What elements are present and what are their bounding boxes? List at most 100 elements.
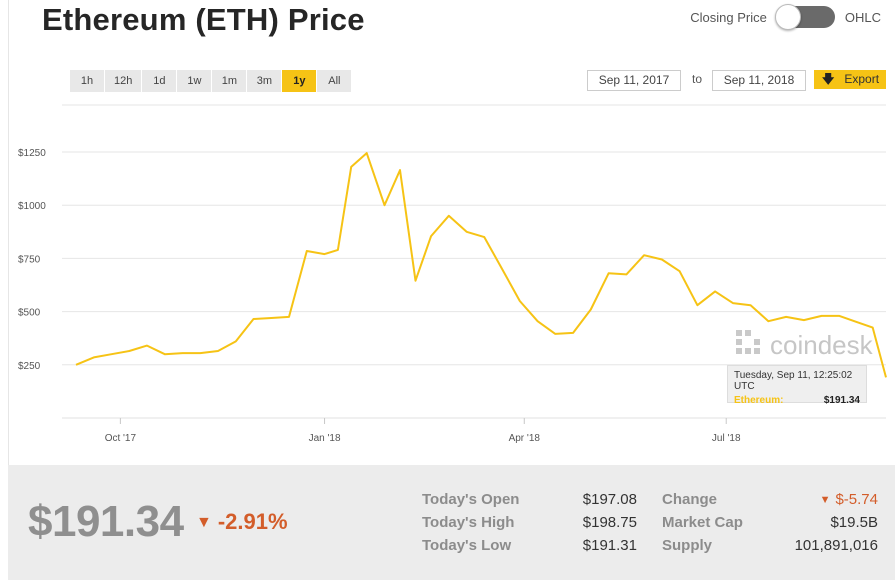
range-button-12h[interactable]: 12h bbox=[105, 70, 142, 92]
data-point bbox=[553, 332, 557, 336]
todays-high-label: Today's High bbox=[422, 514, 515, 531]
range-button-3m[interactable]: 3m bbox=[247, 70, 282, 92]
data-point bbox=[234, 339, 238, 343]
date-to-input[interactable]: Sep 11, 2018 bbox=[712, 70, 806, 91]
data-point bbox=[127, 349, 131, 353]
data-point bbox=[287, 315, 291, 319]
todays-open-label: Today's Open bbox=[422, 491, 520, 508]
supply-value: 101,891,016 bbox=[794, 537, 878, 554]
todays-low-label: Today's Low bbox=[422, 537, 512, 554]
data-point bbox=[323, 252, 327, 256]
data-point bbox=[181, 351, 185, 355]
switch-knob[interactable] bbox=[774, 4, 801, 30]
data-point bbox=[624, 272, 628, 276]
data-point bbox=[518, 299, 522, 303]
data-point bbox=[695, 303, 699, 307]
range-button-1y[interactable]: 1y bbox=[282, 70, 317, 92]
down-triangle-icon: ▼ bbox=[819, 494, 831, 506]
data-point bbox=[145, 344, 149, 348]
y-tick-label: $250 bbox=[18, 361, 41, 372]
data-point bbox=[465, 230, 469, 234]
date-to-label: to bbox=[692, 72, 703, 86]
data-point bbox=[837, 314, 841, 318]
data-point bbox=[252, 317, 256, 321]
data-point bbox=[871, 326, 875, 330]
x-tick-label: Apr '18 bbox=[509, 433, 541, 444]
chart-grid bbox=[62, 104, 886, 419]
down-triangle-icon: ▼ bbox=[196, 514, 212, 531]
price-chart[interactable]: $250 $500 $750 $1000 $1250 Oct '17 Jan '18 Apr… bbox=[0, 100, 895, 460]
data-point bbox=[92, 355, 96, 359]
data-point bbox=[571, 331, 575, 335]
data-point bbox=[74, 363, 78, 367]
supply-label: Supply bbox=[662, 537, 713, 554]
change-percent-value: -2.91% bbox=[217, 509, 288, 534]
data-point bbox=[536, 319, 540, 323]
data-point bbox=[398, 168, 402, 172]
data-point bbox=[349, 165, 353, 169]
price-mode-switch[interactable] bbox=[774, 4, 835, 30]
market-cap-label: Market Cap bbox=[662, 514, 743, 531]
data-point bbox=[855, 320, 859, 324]
range-button-1w[interactable]: 1w bbox=[177, 70, 212, 92]
range-button-1h[interactable]: 1h bbox=[70, 70, 104, 92]
x-tick-label: Jan '18 bbox=[309, 433, 341, 444]
change-percent: ▼ -2.91% bbox=[196, 509, 288, 535]
data-point bbox=[884, 375, 888, 379]
range-button-1m[interactable]: 1m bbox=[212, 70, 247, 92]
data-point bbox=[216, 349, 220, 353]
y-tick-label: $1250 bbox=[18, 148, 46, 159]
export-label: Export bbox=[844, 72, 880, 86]
x-tick-label: Jul '18 bbox=[712, 433, 741, 444]
data-point bbox=[749, 303, 753, 307]
export-button[interactable]: 🡇 Export bbox=[814, 70, 886, 89]
data-point bbox=[336, 248, 340, 252]
change-value-text: $-5.74 bbox=[835, 491, 878, 508]
y-tick-label: $1000 bbox=[18, 201, 46, 212]
chart-tooltip: Tuesday, Sep 11, 12:25:02 UTC Ethereum: … bbox=[727, 365, 867, 406]
data-point bbox=[269, 316, 273, 320]
todays-open-value: $197.08 bbox=[582, 491, 637, 508]
data-point bbox=[660, 258, 664, 262]
tooltip-series: Ethereum: bbox=[734, 395, 784, 406]
y-tick-label: $750 bbox=[18, 254, 41, 265]
data-point bbox=[589, 308, 593, 312]
data-point bbox=[482, 235, 486, 239]
tooltip-timestamp: Tuesday, Sep 11, 12:25:02 UTC bbox=[734, 370, 853, 392]
price-mode-toggle-group: Closing Price OHLC bbox=[690, 4, 881, 30]
change-value: ▼ $-5.74 bbox=[768, 491, 878, 508]
x-tick-label: Oct '17 bbox=[105, 433, 137, 444]
closing-price-label[interactable]: Closing Price bbox=[690, 9, 767, 25]
y-tick-label: $500 bbox=[18, 308, 41, 319]
data-point bbox=[784, 315, 788, 319]
todays-high-value: $198.75 bbox=[582, 514, 637, 531]
data-point bbox=[447, 214, 451, 218]
coindesk-watermark: coindesk bbox=[736, 330, 874, 360]
data-point bbox=[820, 314, 824, 318]
data-point bbox=[383, 203, 387, 207]
data-point bbox=[713, 289, 717, 293]
range-button-1d[interactable]: 1d bbox=[142, 70, 177, 92]
data-point bbox=[110, 352, 114, 356]
date-from-input[interactable]: Sep 11, 2017 bbox=[587, 70, 681, 91]
range-button-All[interactable]: All bbox=[317, 70, 352, 92]
market-cap-value: $19.5B bbox=[830, 514, 878, 531]
change-label: Change bbox=[662, 491, 718, 508]
data-point bbox=[429, 234, 433, 238]
data-point bbox=[414, 279, 418, 283]
current-price: $191.34 bbox=[28, 497, 184, 546]
price-summary-panel: $191.34 ▼ -2.91% Today's Open $197.08 Tod… bbox=[8, 465, 895, 580]
data-point bbox=[365, 151, 369, 155]
data-point bbox=[198, 351, 202, 355]
data-point bbox=[678, 269, 682, 273]
data-point bbox=[802, 318, 806, 322]
x-axis-ticks: Oct '17 Jan '18 Apr '18 Jul '18 bbox=[105, 418, 741, 444]
time-range-selector: 1h 12h 1d 1w 1m 3m 1y All bbox=[70, 70, 352, 92]
tooltip-value: $191.34 bbox=[823, 395, 860, 406]
download-arrow-icon: 🡇 bbox=[822, 72, 835, 86]
ohlc-label[interactable]: OHLC bbox=[844, 9, 881, 25]
data-point bbox=[500, 267, 504, 271]
data-point bbox=[642, 253, 646, 257]
ethereum-price-line bbox=[75, 152, 887, 378]
data-point bbox=[163, 352, 167, 356]
